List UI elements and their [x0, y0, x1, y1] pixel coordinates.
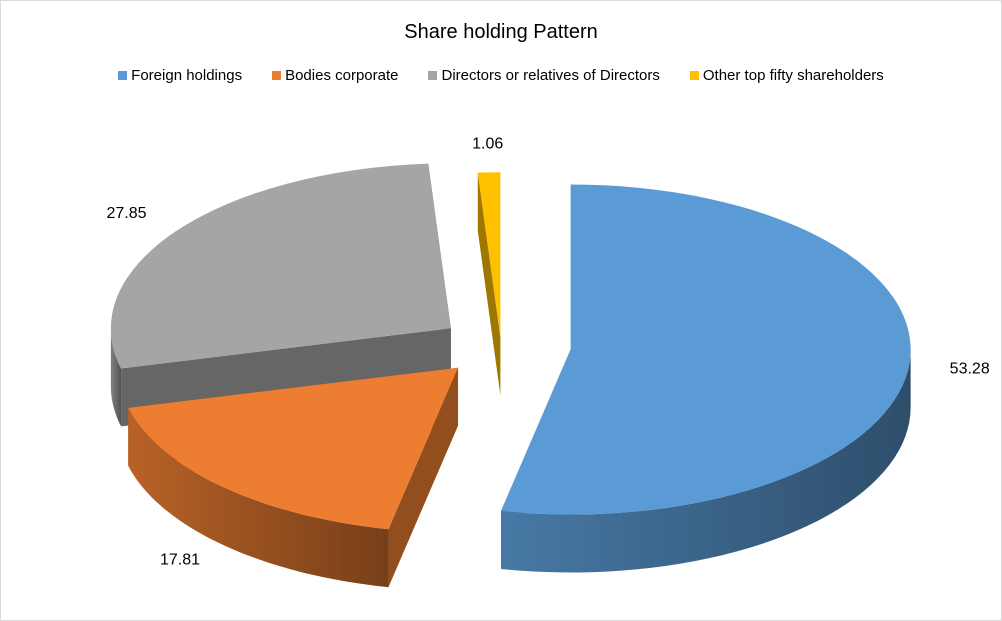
pie-rim-bodies-corporate [128, 407, 389, 588]
legend-item-other-top-fifty: Other top fifty shareholders [689, 67, 884, 84]
pie-rim-directors [110, 328, 122, 427]
pie-top-foreign-holdings [501, 184, 911, 515]
chart-title: Share holding Pattern [404, 21, 598, 43]
pie-wall-bodies-corporate [388, 367, 459, 588]
legend-swatch-bodies-corporate [272, 71, 282, 80]
legend-item-bodies-corporate: Bodies corporate [272, 67, 398, 84]
pie-top-other-top-fifty [477, 172, 501, 338]
data-label-foreign-holdings: 53.28 [950, 361, 990, 378]
data-label-directors: 27.85 [106, 205, 146, 222]
legend-label-directors: Directors or relatives of Directors [441, 67, 660, 84]
pie-slice-foreign-holdings [501, 184, 911, 573]
legend-item-foreign-holdings: Foreign holdings [118, 67, 242, 84]
pie-top-bodies-corporate [128, 367, 459, 530]
legend-item-directors: Directors or relatives of Directors [428, 67, 660, 84]
pie-slice-bodies-corporate [128, 367, 459, 588]
legend-label-bodies-corporate: Bodies corporate [285, 67, 399, 84]
pie-wall-other-top-fifty [477, 172, 501, 396]
pie-top-directors [110, 163, 451, 369]
legend: Foreign holdings Bodies corporate Direct… [1, 67, 1001, 84]
data-label-other-top-fifty: 1.06 [472, 135, 503, 152]
pie-rim-foreign-holdings [501, 349, 911, 573]
legend-swatch-directors [428, 71, 438, 80]
legend-swatch-other-top-fifty [689, 71, 699, 80]
legend-swatch-foreign-holdings [118, 71, 128, 80]
data-label-bodies-corporate: 17.81 [160, 551, 200, 568]
legend-label-other-top-fifty: Other top fifty shareholders [702, 67, 884, 84]
pie-slice-other-top-fifty [477, 172, 501, 396]
legend-label-foreign-holdings: Foreign holdings [131, 67, 243, 84]
